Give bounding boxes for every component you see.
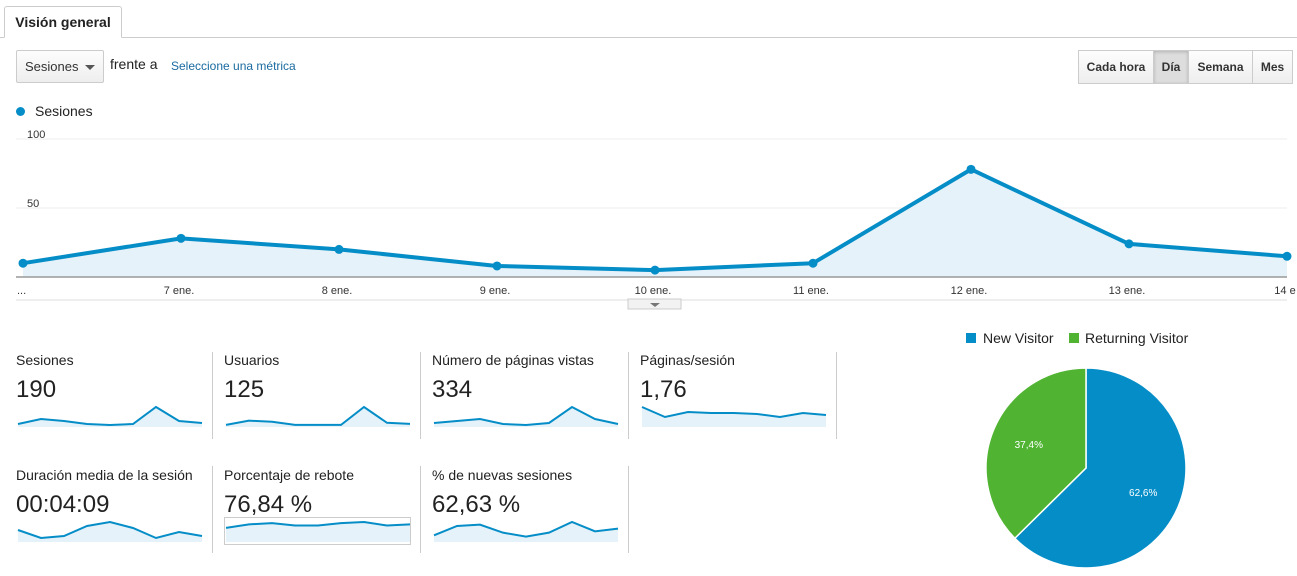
visitor-type-pie-chart: 62,6% 37,4% [985, 367, 1187, 569]
legend-label-new-visitor: New Visitor [983, 330, 1054, 346]
sparkline-line [17, 520, 203, 540]
versus-label: frente a [110, 56, 158, 72]
data-point[interactable] [492, 261, 502, 271]
sparkline-area [434, 522, 618, 542]
metric-select-label: Sesiones [25, 59, 79, 74]
x-tick-label: ... [17, 285, 26, 297]
metric-value: 62,63 % [432, 491, 521, 518]
select-metric-link[interactable]: Seleccione una métrica [171, 59, 296, 73]
metric-separator [212, 466, 213, 553]
metric-value: 190 [16, 376, 57, 403]
metric-value: 76,84 % [224, 491, 313, 518]
data-point[interactable] [650, 265, 660, 275]
x-tick-label: 14 e [1274, 285, 1295, 297]
metric-title: Duración media de la sesión [16, 467, 193, 483]
metric-separator [628, 352, 629, 439]
sparkline-line [225, 405, 411, 426]
metric-separator [212, 352, 213, 439]
data-point[interactable] [808, 258, 818, 268]
tab-overview[interactable]: Visión general [4, 6, 122, 38]
data-point[interactable] [1124, 239, 1134, 249]
data-point[interactable] [176, 233, 186, 243]
legend-swatch-returning-visitor [1069, 333, 1079, 343]
metric-value: 334 [432, 376, 473, 403]
x-tick-label: 11 ene. [793, 285, 829, 297]
metric-title: Porcentaje de rebote [224, 467, 354, 483]
metric-sparkline [433, 405, 619, 427]
pie-slice[interactable] [985, 367, 1087, 540]
period-week-button[interactable]: Semana [1188, 50, 1253, 84]
y-tick-label: 50 [27, 198, 39, 210]
x-tick-label: 9 ene. [480, 285, 511, 297]
sparkline-line [641, 406, 827, 419]
x-tick-label: 8 ene. [322, 285, 353, 297]
metric-title: Número de páginas vistas [432, 352, 594, 368]
sparkline-line [225, 520, 411, 529]
period-hourly-button[interactable]: Cada hora [1078, 50, 1154, 84]
series-area [23, 169, 1287, 277]
metric-value: 125 [224, 376, 265, 403]
metric-title: % de nuevas sesiones [432, 467, 573, 483]
sparkline-line [17, 405, 203, 427]
pie-slice-label: 62,6% [1129, 488, 1157, 499]
chevron-down-icon [85, 65, 95, 70]
sparkline-line [433, 405, 619, 427]
sparkline-frame [224, 517, 411, 545]
metric-separator [420, 352, 421, 439]
x-tick-label: 10 ene. [635, 285, 672, 297]
x-tick-label: 7 ene. [164, 285, 195, 297]
period-day-button[interactable]: Día [1153, 50, 1189, 84]
metric-sparkline [225, 405, 411, 427]
sessions-line-chart: 50 100... 7 ene. 8 ene. 9 ene. 10 ene. 11 ene.… [16, 129, 1296, 310]
metric-separator [628, 466, 629, 553]
metric-sparkline [433, 520, 619, 542]
sparkline-line [433, 520, 619, 538]
legend-label-returning-visitor: Returning Visitor [1085, 330, 1189, 346]
metric-value: 00:04:09 [16, 491, 110, 518]
legend-swatch-new-visitor [966, 333, 976, 343]
metric-title: Usuarios [224, 352, 280, 368]
metric-sparkline [17, 405, 203, 427]
series-legend-dot [16, 107, 25, 116]
sparkline-area [226, 522, 410, 542]
data-point[interactable] [334, 244, 344, 254]
period-month-button[interactable]: Mes [1252, 50, 1293, 84]
sparkline-area [434, 407, 618, 427]
x-tick-label: 13 ene. [1109, 285, 1146, 297]
sparkline-area [18, 522, 202, 542]
metric-separator [420, 466, 421, 553]
metric-title: Páginas/sesión [640, 352, 735, 368]
y-tick-label: 100 [27, 129, 45, 141]
pie-slice-label: 37,4% [1015, 440, 1043, 451]
metric-sparkline [224, 517, 411, 545]
series-legend-label: Sesiones [35, 103, 93, 119]
metric-select[interactable]: Sesiones [16, 50, 104, 83]
data-point[interactable] [1282, 251, 1292, 261]
metric-separator [836, 352, 837, 439]
data-point[interactable] [966, 164, 976, 174]
metric-title: Sesiones [16, 352, 74, 368]
metric-value: 1,76 [640, 376, 687, 403]
data-point[interactable] [18, 258, 28, 268]
metric-sparkline [641, 406, 827, 427]
pie-slice[interactable] [1013, 367, 1187, 569]
chevron-down-icon [650, 303, 660, 307]
tab-bar-line [0, 37, 1297, 38]
x-tick-label: 12 ene. [951, 285, 988, 297]
metric-sparkline [17, 520, 203, 542]
